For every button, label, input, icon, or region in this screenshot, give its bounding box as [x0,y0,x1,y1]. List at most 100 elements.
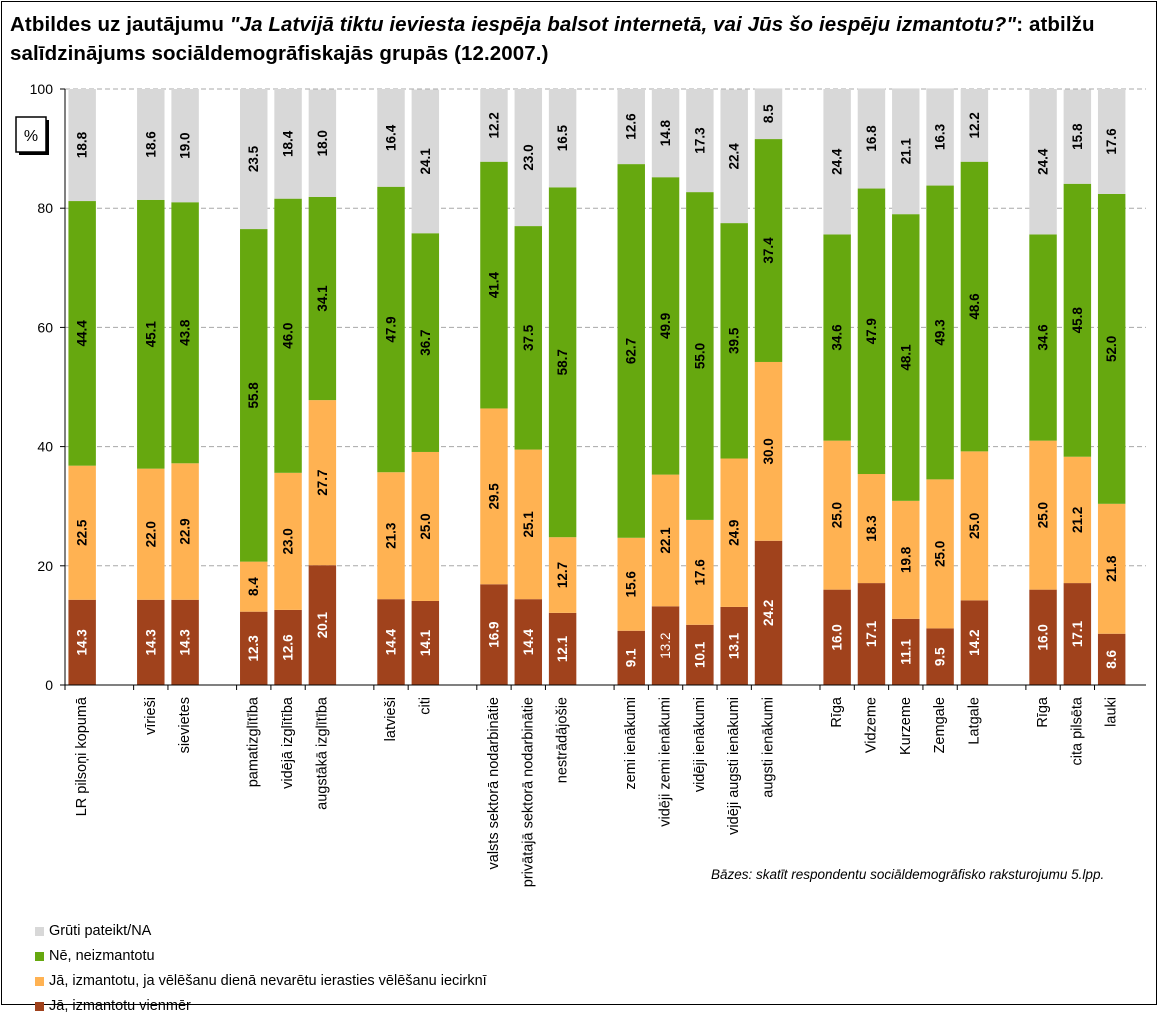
bar-vienmer-13 [686,624,714,685]
bar-ne-21 [1029,234,1057,441]
bar-gruti-18 [892,88,920,215]
category-label-3: pamatizglītība [246,696,262,787]
bar-neieradisies-12 [651,474,680,607]
data-label-vienmer-1: 14.3 [143,629,158,656]
bar-ne-2 [171,202,199,464]
bar-ne-7 [411,233,440,452]
bar-vienmer-1 [137,599,165,685]
category-label-20: Latgale [966,697,982,745]
bar-vienmer-22 [1063,583,1092,685]
data-label-gruti-2: 19.0 [178,132,193,158]
data-label-gruti-18: 21.1 [898,138,913,165]
category-label-5: augstākā izglītība [314,696,330,810]
bar-neieradisies-21 [1029,440,1057,590]
bar-gruti-8 [480,89,508,162]
legend-swatch-vienmer [35,1002,44,1011]
data-label-neieradisies-5: 27.7 [315,470,330,496]
title-prefix: Atbildes uz jautājumu [10,13,230,36]
bar-ne-22 [1063,183,1092,457]
data-label-ne-5: 34.1 [315,285,330,312]
bar-gruti-5 [308,89,337,197]
category-label-13: vidēji ienākumi [692,697,708,792]
data-label-vienmer-23: 8.6 [1104,650,1119,669]
bar-gruti-22 [1063,89,1092,184]
bar-vienmer-11 [617,630,645,685]
data-label-vienmer-10: 12.1 [555,635,570,662]
bar-neieradisies-22 [1063,456,1092,584]
data-label-ne-9: 37.5 [521,324,536,351]
bar-neieradisies-6 [377,472,405,600]
data-label-gruti-1: 18.6 [143,131,158,158]
bar-vienmer-18 [892,618,920,685]
bar-ne-15 [754,139,783,362]
bar-ne-9 [514,226,543,450]
category-label-9: privātajā sektorā nodarbinātie [520,697,536,887]
bar-neieradisies-4 [274,472,302,610]
bar-neieradisies-11 [617,537,645,631]
bar-ne-8 [480,161,508,409]
y-tick-label-80: 80 [37,200,53,216]
data-label-neieradisies-20: 25.0 [967,513,982,539]
bar-ne-17 [857,188,886,475]
bar-gruti-17 [857,88,886,189]
data-label-vienmer-6: 14.4 [384,628,399,655]
data-label-vienmer-20: 14.2 [967,630,982,656]
data-label-neieradisies-0: 22.5 [75,519,90,546]
data-label-ne-14: 39.5 [727,327,742,354]
data-label-ne-0: 44.4 [75,320,90,347]
bar-ne-5 [308,196,337,401]
bar-vienmer-0 [68,599,96,685]
category-label-23: lauki [1104,697,1120,727]
data-label-ne-7: 36.7 [418,329,433,355]
data-label-gruti-9: 23.0 [521,144,536,170]
bar-neieradisies-19 [926,479,954,629]
data-label-ne-22: 45.8 [1070,307,1085,334]
category-label-8: valsts sektorā nodarbinātie [486,697,502,870]
legend-item-neieradisies: Jā, izmantotu, ja vēlēšanu dienā nevarēt… [35,973,487,989]
category-label-7: citi [417,697,433,715]
legend-swatch-neieradisies [35,977,44,986]
category-label-4: vidējā izglītība [280,696,296,789]
data-label-gruti-19: 16.3 [933,123,948,150]
bar-gruti-4 [274,89,302,199]
data-label-ne-4: 46.0 [281,323,296,349]
data-label-vienmer-17: 17.1 [864,620,879,647]
bar-vienmer-8 [480,584,508,685]
bar-ne-11 [617,164,645,538]
bar-gruti-20 [960,89,989,162]
data-label-gruti-16: 24.4 [830,148,845,175]
legend-swatch-gruti [35,927,44,936]
data-label-gruti-21: 24.4 [1036,148,1051,175]
data-label-gruti-22: 15.8 [1070,123,1085,150]
data-label-ne-8: 41.4 [486,271,501,298]
data-label-neieradisies-7: 25.0 [418,513,433,539]
data-label-vienmer-4: 12.6 [281,634,296,661]
y-tick-label-0: 0 [45,677,53,693]
data-label-ne-23: 52.0 [1104,336,1119,362]
bar-neieradisies-3 [240,561,268,612]
data-label-ne-21: 34.6 [1036,324,1051,351]
data-label-ne-1: 45.1 [143,321,158,348]
bar-vienmer-14 [720,606,748,685]
bar-gruti-14 [720,89,748,224]
bar-neieradisies-17 [857,474,886,584]
bar-vienmer-21 [1029,589,1057,685]
data-label-neieradisies-18: 19.8 [898,546,913,573]
bar-vienmer-4 [274,609,302,685]
bar-gruti-1 [137,89,165,200]
bar-gruti-13 [686,89,714,193]
category-label-14: vidēji augsti ienākumi [726,697,742,835]
data-label-ne-16: 34.6 [830,324,845,351]
data-label-ne-11: 62.7 [624,338,639,364]
data-label-vienmer-22: 17.1 [1070,620,1085,647]
title-suffix: : atbilžu salīdzinājums sociāldemogrāfis… [10,13,1095,65]
bar-ne-19 [926,185,954,480]
bar-vienmer-6 [377,599,405,685]
category-label-22: cita pilsēta [1069,696,1085,765]
bar-ne-3 [240,229,268,562]
bar-vienmer-19 [926,628,954,685]
legend-label-vienmer: Jā, izmantotu vienmēr [49,998,191,1014]
data-label-vienmer-16: 16.0 [830,624,845,650]
data-label-vienmer-5: 20.1 [315,611,330,638]
